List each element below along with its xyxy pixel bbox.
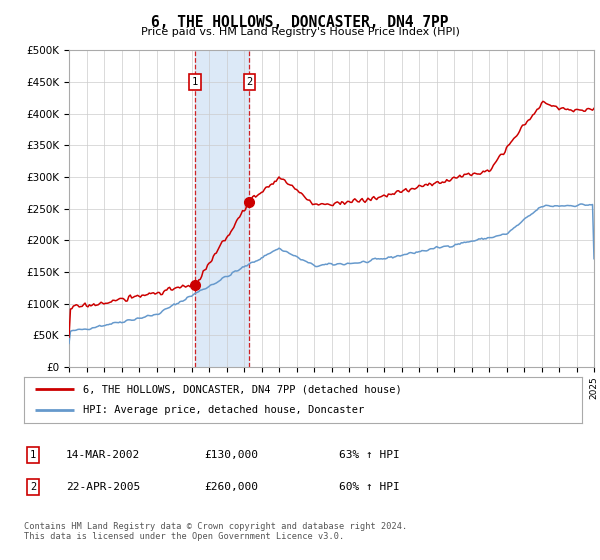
Text: 6, THE HOLLOWS, DONCASTER, DN4 7PP (detached house): 6, THE HOLLOWS, DONCASTER, DN4 7PP (deta… <box>83 384 401 394</box>
Text: HPI: Average price, detached house, Doncaster: HPI: Average price, detached house, Donc… <box>83 405 364 416</box>
Text: 14-MAR-2002: 14-MAR-2002 <box>66 450 140 460</box>
Text: £130,000: £130,000 <box>204 450 258 460</box>
Text: Contains HM Land Registry data © Crown copyright and database right 2024.
This d: Contains HM Land Registry data © Crown c… <box>24 522 407 542</box>
Text: Price paid vs. HM Land Registry's House Price Index (HPI): Price paid vs. HM Land Registry's House … <box>140 27 460 37</box>
Bar <box>195 50 249 367</box>
Text: 2: 2 <box>246 77 253 87</box>
Text: 22-APR-2005: 22-APR-2005 <box>66 482 140 492</box>
Text: 2: 2 <box>30 482 36 492</box>
Text: 60% ↑ HPI: 60% ↑ HPI <box>339 482 400 492</box>
Text: 6, THE HOLLOWS, DONCASTER, DN4 7PP: 6, THE HOLLOWS, DONCASTER, DN4 7PP <box>151 15 449 30</box>
Text: 63% ↑ HPI: 63% ↑ HPI <box>339 450 400 460</box>
Text: 1: 1 <box>30 450 36 460</box>
Text: £260,000: £260,000 <box>204 482 258 492</box>
Text: 1: 1 <box>192 77 198 87</box>
